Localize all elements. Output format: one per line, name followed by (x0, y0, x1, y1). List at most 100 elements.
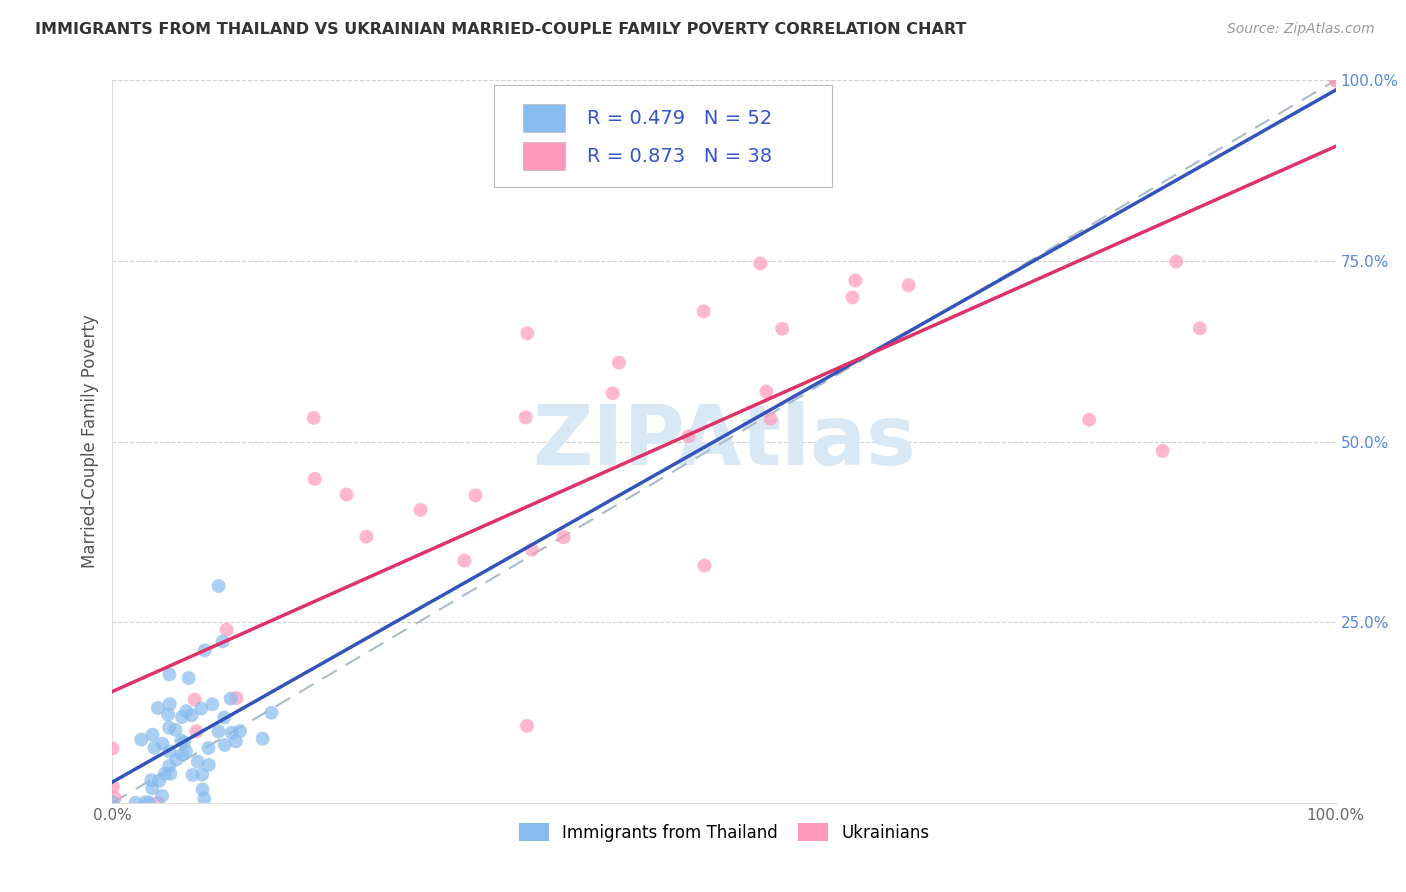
Point (183, 692, 205, 706)
Point (177, 671, 200, 685)
Point (770, 322, 793, 336)
Point (201, 698, 224, 712)
Point (252, 731, 274, 746)
Text: Source: ZipAtlas.com: Source: ZipAtlas.com (1227, 22, 1375, 37)
Point (453, 554, 475, 568)
Point (1188, 321, 1211, 335)
FancyBboxPatch shape (494, 86, 832, 187)
Point (1166, 254, 1188, 268)
Point (335, 487, 357, 501)
Point (104, 790, 127, 805)
Point (159, 766, 181, 780)
FancyBboxPatch shape (523, 143, 565, 169)
Text: IMMIGRANTS FROM THAILAND VS UKRAINIAN MARRIED-COUPLE FAMILY POVERTY CORRELATION : IMMIGRANTS FROM THAILAND VS UKRAINIAN MA… (35, 22, 966, 37)
Point (141, 728, 163, 742)
Point (755, 384, 778, 399)
Point (101, 741, 124, 756)
Point (260, 706, 283, 720)
Point (1324, 73, 1347, 87)
Point (101, 780, 124, 794)
Point (693, 558, 716, 573)
Point (844, 273, 866, 287)
Point (124, 796, 146, 810)
Legend: Immigrants from Thailand, Ukrainians: Immigrants from Thailand, Ukrainians (512, 817, 936, 848)
Point (897, 278, 920, 293)
Text: R = 0.873   N = 38: R = 0.873 N = 38 (588, 146, 772, 166)
Point (172, 747, 194, 762)
Point (1152, 444, 1174, 458)
Point (749, 256, 772, 270)
Point (135, 795, 157, 809)
FancyBboxPatch shape (523, 104, 565, 132)
Point (138, 796, 160, 810)
Point (225, 734, 247, 748)
Point (194, 643, 217, 657)
Point (157, 721, 180, 735)
Point (181, 768, 204, 782)
Point (190, 701, 212, 715)
Text: ZIPAtlas: ZIPAtlas (531, 401, 917, 482)
Point (150, 789, 173, 803)
Point (174, 744, 197, 758)
Point (607, 356, 630, 370)
Point (157, 667, 180, 681)
Point (304, 472, 326, 486)
Point (520, 542, 543, 557)
Point (219, 691, 242, 706)
Point (187, 755, 209, 769)
Point (150, 737, 173, 751)
Point (165, 723, 187, 737)
Point (170, 733, 193, 747)
Point (841, 290, 863, 304)
Point (553, 530, 575, 544)
Point (207, 579, 229, 593)
Point (153, 767, 176, 781)
Point (516, 326, 538, 341)
Point (678, 429, 700, 443)
Point (197, 758, 219, 772)
Point (157, 759, 180, 773)
Point (229, 724, 252, 739)
Point (141, 773, 163, 788)
Point (191, 767, 214, 781)
Point (141, 781, 163, 796)
Point (211, 634, 233, 648)
Point (191, 782, 214, 797)
Point (197, 741, 219, 756)
Point (174, 704, 197, 718)
Point (165, 753, 187, 767)
Point (173, 736, 195, 750)
Point (692, 304, 714, 318)
Point (1078, 413, 1101, 427)
Point (146, 701, 169, 715)
Point (214, 738, 236, 752)
Point (101, 795, 124, 809)
Text: R = 0.479   N = 52: R = 0.479 N = 52 (588, 109, 772, 128)
Point (602, 386, 624, 401)
Point (157, 707, 180, 722)
Point (225, 691, 247, 706)
Point (515, 410, 537, 425)
Point (302, 410, 325, 425)
Point (186, 724, 208, 739)
Point (159, 745, 181, 759)
Point (215, 623, 238, 637)
Point (356, 530, 378, 544)
Point (409, 503, 432, 517)
Point (464, 488, 486, 502)
Point (1324, 73, 1347, 87)
Point (207, 724, 229, 739)
Point (143, 740, 166, 755)
Point (170, 710, 193, 724)
Point (516, 719, 538, 733)
Point (131, 732, 153, 747)
Point (148, 773, 170, 788)
Point (214, 710, 236, 724)
Point (221, 725, 243, 739)
Point (146, 796, 169, 810)
Point (193, 791, 215, 805)
Y-axis label: Married-Couple Family Poverty: Married-Couple Family Poverty (80, 315, 98, 568)
Point (180, 708, 202, 723)
Point (159, 697, 181, 711)
Point (759, 411, 782, 425)
